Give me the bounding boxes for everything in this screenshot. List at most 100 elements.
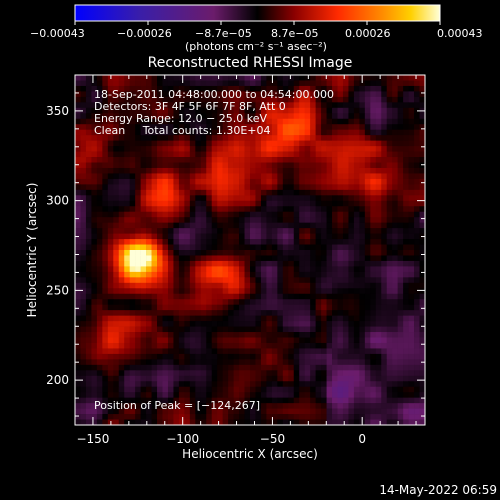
heatmap-cell	[381, 157, 388, 163]
heatmap-cell	[342, 162, 349, 169]
heatmap-cell	[178, 129, 185, 136]
heatmap-cell	[239, 293, 245, 300]
heatmap-cell	[266, 392, 273, 398]
heatmap-cell	[337, 255, 344, 262]
heatmap-cell	[129, 222, 136, 229]
heatmap-cell	[211, 206, 218, 213]
heatmap-cell	[85, 211, 92, 218]
heatmap-cell	[184, 157, 191, 163]
heatmap-cell	[189, 228, 196, 234]
heatmap-cell	[266, 195, 273, 202]
heatmap-cell	[332, 353, 338, 360]
heatmap-cell	[151, 135, 158, 141]
heatmap-cell	[206, 315, 213, 322]
heatmap-cell	[107, 102, 114, 109]
heatmap-cell	[118, 113, 125, 120]
heatmap-cell	[96, 370, 103, 377]
heatmap-cell	[228, 151, 234, 158]
heatmap-cell	[408, 107, 415, 114]
heatmap-cell	[348, 277, 355, 284]
heatmap-cell	[381, 315, 388, 322]
heatmap-cell	[348, 129, 355, 136]
heatmap-cell	[102, 299, 109, 305]
heatmap-cell	[211, 75, 218, 81]
heatmap-cell	[184, 206, 191, 213]
heatmap-cell	[342, 386, 349, 393]
heatmap-cell	[124, 375, 130, 382]
heatmap-cell	[310, 408, 316, 415]
heatmap-cell	[162, 107, 169, 114]
heatmap-cell	[315, 195, 322, 202]
heatmap-cell	[375, 375, 382, 382]
heatmap-cell	[102, 364, 109, 371]
colorbar-tick-label-3: 8.7e−05	[271, 27, 318, 40]
heatmap-cell	[370, 140, 377, 147]
heatmap-cell	[315, 162, 322, 169]
heatmap-cell	[200, 189, 207, 196]
heatmap-cell	[184, 353, 191, 360]
heatmap-cell	[337, 178, 344, 185]
heatmap-cell	[157, 75, 163, 81]
heatmap-cell	[277, 162, 284, 169]
heatmap-cell	[85, 342, 92, 349]
heatmap-cell	[250, 282, 256, 289]
heatmap-cell	[167, 403, 174, 409]
heatmap-cell	[178, 228, 185, 234]
heatmap-cell	[403, 124, 409, 130]
heatmap-cell	[266, 315, 273, 322]
heatmap-cell	[255, 414, 262, 420]
heatmap-cell	[211, 102, 218, 109]
heatmap-cell	[408, 113, 415, 120]
heatmap-cell	[239, 288, 245, 295]
heatmap-cell	[211, 277, 218, 284]
heatmap-cell	[244, 375, 251, 382]
heatmap-cell	[375, 146, 382, 152]
heatmap-cell	[151, 260, 158, 267]
heatmap-cell	[310, 206, 316, 213]
heatmap-cell	[113, 304, 120, 311]
heatmap-cell	[277, 200, 284, 207]
heatmap-cell	[277, 370, 284, 377]
heatmap-cell	[157, 189, 163, 196]
heatmap-cell	[392, 233, 398, 240]
heatmap-cell	[260, 239, 267, 245]
colorbar	[74, 4, 441, 22]
heatmap-cell	[392, 228, 398, 234]
heatmap-cell	[184, 370, 191, 377]
heatmap-cell	[129, 129, 136, 136]
heatmap-cell	[271, 140, 278, 147]
heatmap-cell	[178, 304, 185, 311]
heatmap-cell	[167, 260, 174, 267]
heatmap-cell	[364, 113, 371, 120]
heatmap-cell	[107, 271, 114, 278]
heatmap-cell	[260, 255, 267, 262]
heatmap-cell	[342, 107, 349, 114]
heatmap-cell	[260, 397, 267, 404]
heatmap-cell	[271, 266, 278, 273]
heatmap-cell	[75, 304, 81, 311]
heatmap-cell	[277, 321, 284, 327]
heatmap-cell	[364, 167, 371, 174]
heatmap-cell	[222, 321, 229, 327]
heatmap-cell	[113, 151, 120, 158]
heatmap-cell	[244, 266, 251, 273]
heatmap-cell	[189, 157, 196, 163]
heatmap-cell	[200, 386, 207, 393]
heatmap-cell	[337, 386, 344, 393]
heatmap-cell	[107, 129, 114, 136]
heatmap-cell	[146, 184, 152, 191]
heatmap-cell	[135, 299, 141, 305]
heatmap-cell	[233, 266, 240, 273]
heatmap-cell	[408, 359, 415, 366]
heatmap-cell	[381, 277, 388, 284]
heatmap-cell	[75, 419, 81, 426]
heatmap-cell	[129, 342, 136, 349]
heatmap-cell	[228, 392, 234, 398]
heatmap-cell	[80, 162, 87, 169]
heatmap-cell	[277, 85, 284, 92]
heatmap-cell	[151, 222, 158, 229]
heatmap-cell	[348, 113, 355, 120]
heatmap-cell	[162, 364, 169, 371]
heatmap-cell	[299, 293, 305, 300]
heatmap-cell	[157, 228, 163, 234]
